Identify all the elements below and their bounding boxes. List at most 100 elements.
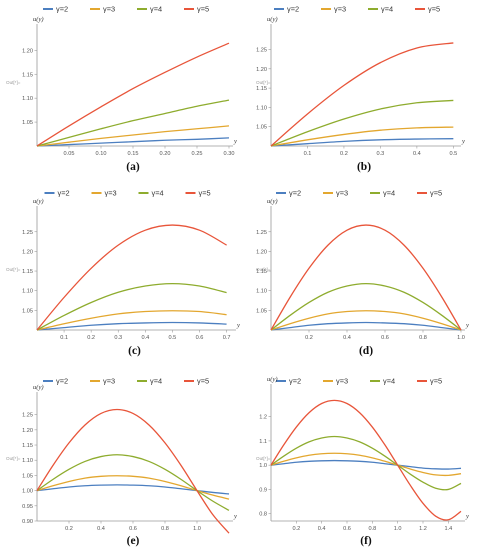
- x-axis-label: y: [233, 513, 237, 520]
- chart-panel: γ=2 γ=3 γ=4 γ=5 u(y) y 0.2 0.4 0.6 0.8 1.0 1.2 1.4 0.…: [256, 376, 469, 547]
- chart-panel: γ=2 γ=3 γ=4 γ=5 u(y) y 0.05 0.10 0.15 0.20 0.25 0.3…: [6, 5, 237, 173]
- legend-label: γ=2: [56, 377, 68, 386]
- series-line: [36, 137, 230, 147]
- series-line: [36, 125, 230, 147]
- x-tick-label: 0.2: [305, 335, 313, 341]
- legend-label: γ=4: [150, 5, 162, 14]
- output-annotation: Out[*]=: [256, 267, 271, 272]
- x-tick-label: 0.3: [377, 151, 385, 157]
- x-tick-label: 0.15: [128, 151, 139, 157]
- x-tick-label: 1.0: [394, 526, 402, 532]
- series-line: [270, 224, 462, 331]
- output-annotation: Out[*]=: [256, 80, 271, 85]
- x-tick-label: 1.4: [444, 526, 452, 532]
- legend-label: γ=2: [289, 189, 301, 198]
- y-tick-label: 1.25: [22, 230, 33, 236]
- legend-label: γ=2: [56, 5, 68, 14]
- y-tick-label: 1.10: [22, 458, 33, 464]
- x-tick-label: 0.6: [381, 335, 389, 341]
- x-tick-label: 0.25: [192, 151, 203, 157]
- x-tick-label: 0.1: [304, 151, 312, 157]
- series-line: [270, 126, 454, 147]
- legend-label: γ=3: [103, 5, 115, 14]
- y-tick-label: 0.95: [22, 504, 33, 510]
- legend-label: γ=3: [336, 377, 348, 386]
- x-tick-label: 0.6: [129, 526, 137, 532]
- x-tick-label: 0.2: [340, 151, 348, 157]
- series-line: [270, 452, 462, 477]
- series-line: [270, 282, 462, 331]
- x-tick-label: 0.4: [97, 526, 105, 532]
- series-line: [36, 99, 230, 147]
- x-tick-label: 1.0: [457, 335, 465, 341]
- x-tick-label: 0.8: [368, 526, 376, 532]
- y-tick-label: 1.05: [256, 125, 267, 131]
- y-tick-label: 1.25: [22, 413, 33, 419]
- x-tick-label: 0.1: [60, 335, 68, 341]
- output-annotation: Out[*]=: [6, 456, 21, 461]
- output-annotation: Out[*]=: [6, 80, 21, 85]
- output-annotation: Out[*]=: [256, 456, 271, 461]
- x-tick-label: 0.3: [114, 335, 122, 341]
- legend-label: γ=5: [430, 189, 442, 198]
- y-tick-label: 1.10: [256, 289, 267, 295]
- chart-panel: γ=2 γ=3 γ=4 γ=5 u(y) y 0.1 0.2 0.3 0.4 0.5 1.05 1.10…: [256, 5, 465, 173]
- legend-label: γ=5: [430, 377, 442, 386]
- y-tick-label: 1.10: [22, 96, 33, 102]
- legend-label: γ=4: [152, 189, 164, 198]
- y-tick-label: 1.15: [256, 269, 267, 275]
- y-tick-label: 1.15: [22, 72, 33, 78]
- chart-panel: γ=2 γ=3 γ=4 γ=5 u(y) y 0.2 0.4 0.6 0.8 1.0 0.90 0.95…: [6, 377, 237, 547]
- x-tick-label: 1.2: [419, 526, 427, 532]
- legend-label: γ=2: [289, 377, 301, 386]
- y-tick-label: 1.25: [256, 48, 267, 54]
- y-tick-label: 1.25: [256, 230, 267, 236]
- x-tick-label: 0.5: [169, 335, 177, 341]
- legend-label: γ=4: [381, 5, 393, 14]
- legend-label: γ=3: [334, 5, 346, 14]
- y-axis-label: u(y): [267, 376, 278, 383]
- series-line: [36, 282, 227, 331]
- x-tick-label: 0.4: [413, 151, 421, 157]
- chart-panel: γ=2 γ=3 γ=4 γ=5 u(y) y 0.2 0.4 0.6 0.8 1.0 1.05 1.10…: [256, 189, 469, 357]
- y-tick-label: 0.90: [22, 519, 33, 525]
- x-tick-label: 0.8: [161, 526, 169, 532]
- y-tick-label: 1.1: [259, 439, 267, 445]
- y-tick-label: 0.8: [259, 512, 267, 518]
- legend-label: γ=3: [103, 377, 115, 386]
- y-tick-label: 1.00: [22, 489, 33, 495]
- legend-label: γ=4: [150, 377, 162, 386]
- y-tick-label: 1.20: [256, 67, 267, 73]
- x-tick-label: 1.0: [193, 526, 201, 532]
- panel-caption: (c): [128, 345, 141, 357]
- x-tick-label: 0.20: [160, 151, 171, 157]
- y-axis-label: u(y): [33, 16, 44, 23]
- y-tick-label: 1.20: [22, 249, 33, 255]
- series-line: [36, 321, 227, 331]
- y-tick-label: 1.10: [256, 105, 267, 111]
- x-tick-label: 0.2: [87, 335, 95, 341]
- y-tick-label: 1.20: [256, 249, 267, 255]
- x-tick-label: 0.30: [224, 151, 235, 157]
- series-line: [270, 310, 462, 331]
- legend-label: γ=4: [383, 189, 395, 198]
- legend-label: γ=2: [287, 5, 299, 14]
- x-tick-label: 0.6: [343, 526, 351, 532]
- y-tick-label: 1.20: [22, 48, 33, 54]
- series-line: [270, 435, 462, 491]
- y-tick-label: 1.15: [22, 443, 33, 449]
- x-tick-label: 0.4: [141, 335, 149, 341]
- series-line: [270, 459, 462, 470]
- series-line: [270, 321, 462, 331]
- y-tick-label: 1.05: [256, 308, 267, 314]
- series-line: [270, 99, 454, 147]
- series-line: [36, 42, 230, 147]
- y-axis-label: u(y): [267, 198, 278, 205]
- legend-label: γ=5: [428, 5, 440, 14]
- x-tick-label: 0.2: [292, 526, 300, 532]
- x-tick-label: 0.4: [318, 526, 326, 532]
- panel-caption: (a): [126, 161, 140, 173]
- x-tick-label: 0.6: [196, 335, 204, 341]
- x-tick-label: 0.5: [449, 151, 457, 157]
